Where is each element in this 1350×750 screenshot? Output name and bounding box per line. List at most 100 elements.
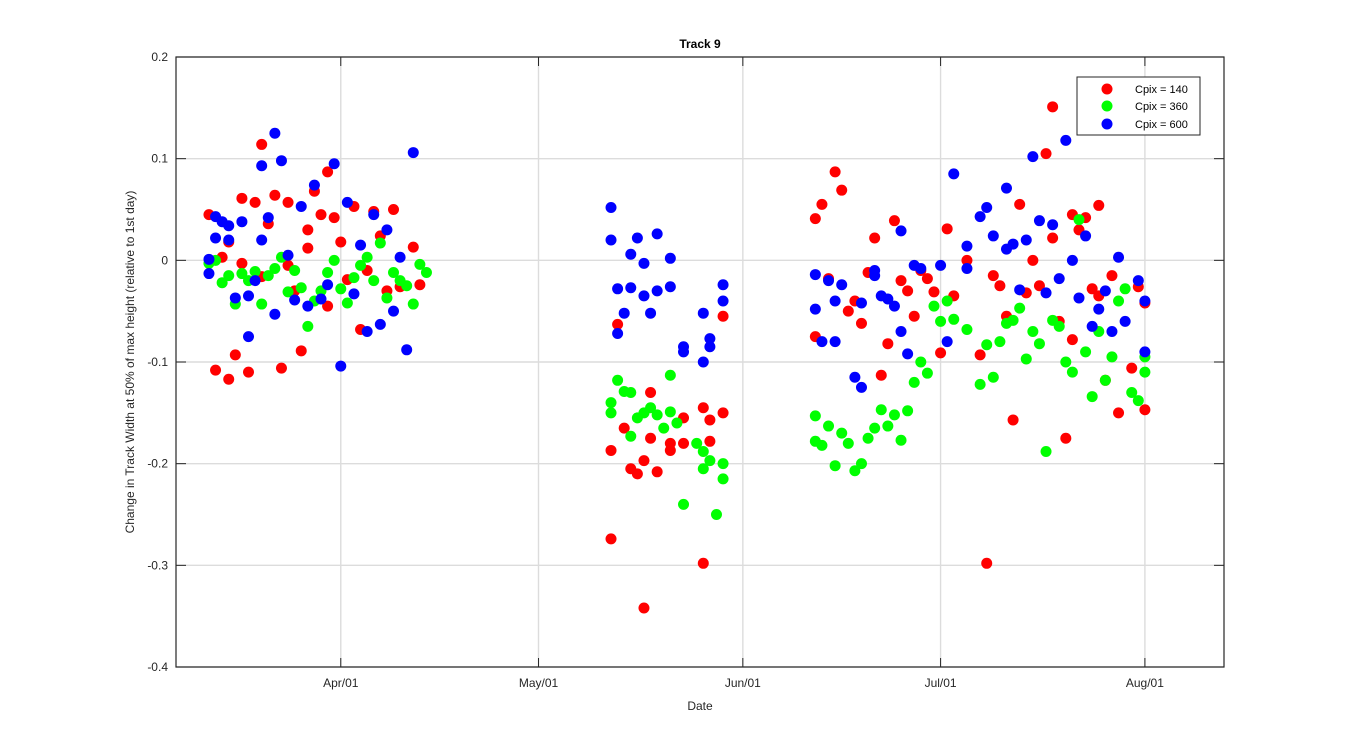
data-point — [605, 397, 617, 409]
data-point — [849, 465, 861, 477]
data-point — [295, 282, 307, 294]
data-point — [664, 369, 676, 381]
data-point — [638, 602, 650, 614]
data-point — [361, 251, 373, 263]
data-point — [1014, 302, 1026, 314]
data-point — [829, 336, 841, 348]
data-point — [974, 211, 986, 223]
data-point — [631, 468, 643, 480]
data-point — [941, 223, 953, 235]
data-point — [414, 258, 426, 270]
data-point — [335, 360, 347, 372]
data-point — [1020, 353, 1032, 365]
data-point — [678, 437, 690, 449]
y-tick-label: -0.4 — [147, 660, 168, 674]
data-point — [249, 196, 261, 208]
data-point — [605, 533, 617, 545]
data-point — [223, 234, 235, 246]
data-point — [1086, 391, 1098, 403]
data-point — [948, 168, 960, 180]
data-point — [302, 242, 314, 254]
data-point — [203, 268, 215, 280]
data-point — [908, 310, 920, 322]
data-point — [717, 279, 729, 291]
data-point — [420, 267, 432, 279]
data-point — [717, 473, 729, 485]
data-point — [941, 295, 953, 307]
data-point — [915, 356, 927, 368]
legend-marker-cpix-360 — [1101, 100, 1113, 112]
data-point — [1139, 366, 1151, 378]
data-point — [625, 248, 637, 260]
data-point — [1086, 320, 1098, 332]
axis-ticks: Apr/01 May/01 Jun/01 Jul/01 Aug/01 -0.4 -0.3 -0… — [147, 50, 1224, 690]
data-point — [1119, 315, 1131, 327]
data-point — [935, 347, 947, 359]
data-point — [816, 336, 828, 348]
data-point — [645, 387, 657, 398]
data-point — [322, 300, 334, 312]
data-point — [697, 402, 709, 414]
data-point — [816, 439, 828, 451]
data-point — [618, 307, 630, 319]
data-point — [618, 422, 630, 434]
data-point — [645, 432, 657, 444]
data-point — [697, 557, 709, 569]
data-point — [1080, 230, 1092, 242]
data-point — [1066, 334, 1078, 346]
data-point — [374, 318, 386, 330]
data-point — [256, 298, 268, 310]
data-point — [1066, 254, 1078, 266]
data-point — [664, 444, 676, 456]
data-point — [869, 232, 881, 244]
data-point — [243, 331, 255, 343]
data-point — [1033, 338, 1045, 350]
data-points — [203, 101, 1151, 614]
data-point — [401, 344, 413, 356]
data-point — [809, 269, 821, 281]
data-point — [249, 275, 261, 287]
data-point — [895, 434, 907, 446]
data-point — [829, 295, 841, 307]
data-point — [935, 259, 947, 271]
data-point — [823, 420, 835, 432]
data-point — [328, 158, 340, 170]
y-tick-label: -0.2 — [147, 457, 168, 471]
data-point — [269, 189, 281, 201]
data-point — [855, 297, 867, 309]
data-point — [295, 200, 307, 212]
data-point — [902, 285, 914, 297]
data-point — [697, 445, 709, 457]
data-point — [605, 201, 617, 213]
data-point — [335, 283, 347, 295]
data-point — [658, 422, 670, 434]
data-point — [638, 290, 650, 302]
y-tick-label: 0 — [161, 253, 168, 267]
data-point — [915, 262, 927, 274]
data-point — [1027, 151, 1039, 163]
data-point — [381, 224, 393, 236]
data-point — [895, 326, 907, 337]
data-point — [875, 404, 887, 416]
data-point — [605, 444, 617, 456]
data-point — [842, 437, 854, 449]
data-point — [974, 378, 986, 390]
data-point — [348, 288, 360, 300]
data-point — [717, 310, 729, 322]
data-point — [407, 298, 419, 310]
data-point — [381, 292, 393, 304]
data-point — [236, 268, 248, 280]
data-point — [262, 270, 274, 282]
data-point — [335, 236, 347, 248]
data-point — [308, 179, 320, 191]
data-point — [987, 270, 999, 282]
data-point — [664, 281, 676, 293]
legend-box — [1076, 76, 1201, 136]
data-point — [328, 254, 340, 266]
data-point — [981, 557, 993, 569]
legend-marker-cpix-600 — [1101, 118, 1113, 130]
data-point — [236, 192, 248, 204]
data-point — [236, 257, 248, 269]
data-point — [289, 294, 301, 306]
data-point — [678, 498, 690, 510]
